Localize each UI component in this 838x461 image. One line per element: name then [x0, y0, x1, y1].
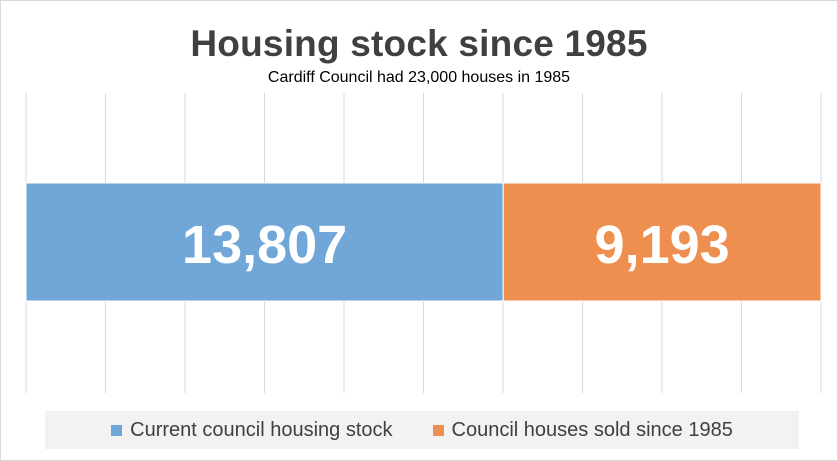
- legend-label-current-stock: Current council housing stock: [130, 418, 393, 441]
- data-label-current-stock: 13,807: [182, 215, 347, 275]
- bars: [25, 182, 822, 302]
- legend-item-houses-sold: Council houses sold since 1985: [432, 418, 733, 442]
- data-label-houses-sold: 9,193: [595, 215, 730, 275]
- chart-title: Housing stock since 1985: [190, 23, 648, 64]
- legend-swatch-current-stock: [111, 424, 123, 436]
- bar-labels: 13,807 9,193: [182, 215, 730, 275]
- legend-item-current-stock: Current council housing stock: [111, 418, 393, 442]
- chart-subtitle: Cardiff Council had 23,000 houses in 198…: [267, 69, 571, 86]
- bar-segment-houses-sold: [502, 182, 822, 302]
- legend: Current council housing stock Council ho…: [45, 411, 799, 449]
- legend-swatch-houses-sold: [432, 424, 444, 436]
- legend-label-houses-sold: Council houses sold since 1985: [451, 418, 733, 441]
- bar-segment-current-stock: [25, 182, 504, 302]
